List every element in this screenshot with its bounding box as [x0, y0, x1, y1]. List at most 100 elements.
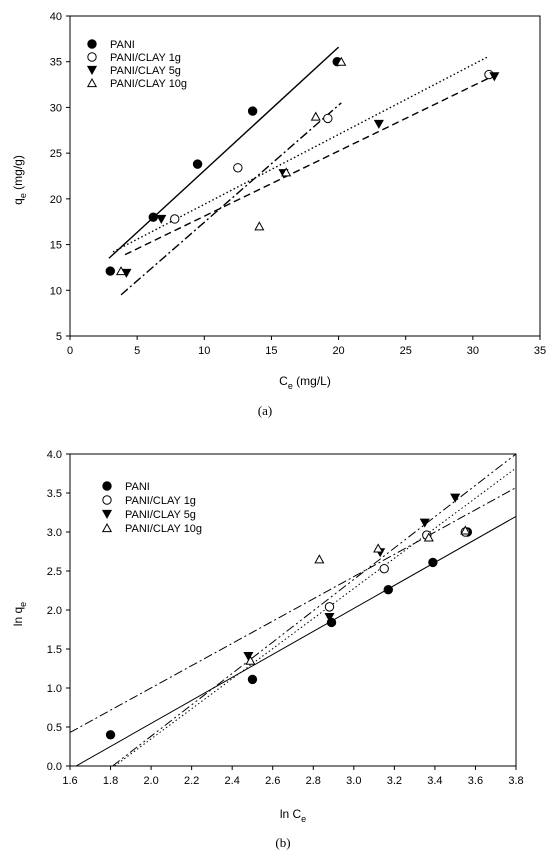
x-tick-label: 15 [265, 345, 277, 357]
data-point [86, 65, 98, 76]
data-point [170, 214, 180, 224]
plot-frame [69, 15, 541, 337]
data-point [314, 554, 325, 564]
y-axis-label-sub: e [18, 193, 28, 198]
y-tick-label: 2.5 [47, 566, 62, 578]
series-points [115, 56, 347, 276]
data-point [115, 266, 127, 276]
data-point [373, 543, 384, 553]
data-point [419, 518, 430, 528]
y-tick-label: 2.0 [47, 605, 62, 617]
x-axis-label-main: C [279, 374, 288, 388]
data-point [192, 159, 203, 169]
y-axis-label-sub: e [18, 602, 28, 607]
data-point [379, 563, 389, 574]
data-point [450, 493, 461, 503]
x-tick-label: 2.2 [184, 775, 199, 787]
y-tick-label: 10 [50, 285, 62, 297]
series-points [324, 527, 471, 612]
x-tick-label: 25 [400, 345, 412, 357]
x-tick-label: 2.6 [265, 775, 280, 787]
x-tick-label: 1.6 [62, 775, 77, 787]
fit-line [112, 454, 516, 766]
legend-label: PANI/CLAY 5g [110, 65, 181, 77]
data-point [383, 585, 393, 595]
legend-label: PANI/CLAY 10g [125, 523, 202, 535]
x-axis-label-unit: (mg/L) [293, 374, 331, 388]
data-point [87, 39, 97, 49]
y-tick-label: 5 [56, 331, 62, 343]
y-axis-label-main: ln q [11, 607, 25, 626]
data-point [247, 674, 258, 685]
x-axis-label: ln Ce [280, 807, 306, 824]
data-point [156, 214, 167, 224]
data-point [373, 119, 384, 129]
series-points [245, 525, 471, 665]
data-point [254, 221, 265, 231]
x-tick-label: 3.0 [346, 775, 361, 787]
y-axis-label-main: q [11, 198, 25, 205]
fit-line [120, 102, 342, 296]
data-point [101, 522, 113, 533]
y-tick-label: 30 [50, 102, 62, 114]
chart-panel-b: 1.6 1.8 2.0 2.2 2.4 2.6 2.8 3.0 3.2 3.4 3.6 3.8 0.0 0… [11, 449, 524, 850]
data-point [428, 557, 438, 568]
x-axis-label-sub: e [301, 814, 306, 824]
x-tick-label: 2.8 [306, 775, 321, 787]
legend-label: PANI/CLAY 1g [110, 52, 181, 64]
x-tick-label: 5 [134, 345, 140, 357]
y-axis-label: ln qe [11, 602, 28, 626]
series-points [170, 69, 494, 224]
y-tick-label: 1.0 [47, 683, 62, 695]
data-point [323, 113, 333, 124]
legend-label: PANI/CLAY 10g [110, 78, 187, 90]
legend-label: PANI/CLAY 1g [125, 495, 196, 507]
fit-line [108, 46, 340, 259]
y-tick-label: 0.0 [47, 761, 62, 773]
data-point [324, 602, 335, 612]
x-tick-label: 2.0 [143, 775, 158, 787]
fit-line [112, 55, 490, 253]
data-point [245, 655, 256, 665]
x-tick-label: 3.2 [387, 775, 402, 787]
x-tick-label: 35 [534, 345, 546, 357]
data-point [101, 509, 113, 520]
y-tick-label: 25 [50, 148, 62, 160]
fit-lines [108, 46, 495, 296]
fit-line [75, 515, 516, 766]
fit-lines [70, 454, 516, 766]
data-point [324, 612, 335, 623]
data-point [489, 72, 500, 82]
data-point [460, 525, 471, 535]
y-tick-label: 3.5 [47, 488, 62, 500]
data-point [247, 106, 258, 116]
x-tick-label: 1.8 [103, 775, 118, 787]
data-point [281, 167, 292, 177]
fit-line [114, 467, 516, 766]
panel-caption: (b) [275, 835, 290, 850]
panel-caption: (a) [258, 403, 272, 418]
data-point [310, 111, 321, 121]
data-point [102, 495, 112, 505]
data-point [102, 481, 112, 491]
series-points [105, 57, 342, 276]
legend-label: PANI [110, 39, 135, 51]
data-point [105, 730, 116, 740]
data-point [336, 56, 347, 66]
x-tick-label: 10 [198, 345, 210, 357]
x-tick-label: 30 [467, 345, 479, 357]
y-axis-label: qe (mg/g) [11, 155, 28, 205]
data-point [87, 52, 97, 62]
y-tick-label: 15 [50, 240, 62, 252]
y-tick-label: 40 [50, 11, 62, 23]
series-points [243, 493, 461, 662]
x-tick-label: 3.8 [508, 775, 523, 787]
x-axis-label: Ce (mg/L) [279, 374, 331, 391]
data-point [233, 163, 243, 173]
series-points [121, 72, 500, 278]
data-point [423, 532, 434, 542]
